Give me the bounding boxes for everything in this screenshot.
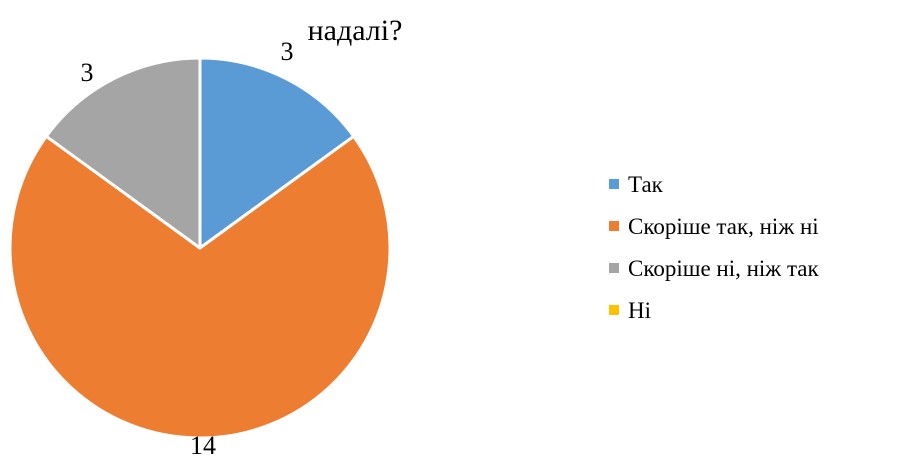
legend-label: Скоріше ні, ніж так [628,256,819,281]
pie-slices [8,56,392,440]
legend-item: Так [609,172,664,197]
legend-item: Скоріше ні, ніж так [609,256,819,281]
legend-label: Ні [628,298,651,323]
data-label-1: 3 [281,37,294,66]
pie-slice-3 [44,56,202,250]
legend-swatch [609,179,619,189]
data-labels: 3 14 3 [81,37,294,459]
legend: Так Скоріше так, ніж ні Скоріше ні, ніж та… [609,172,819,323]
chart-title: надалі? [308,14,403,47]
legend-item: Скоріше так, ніж ні [609,214,819,239]
legend-item: Ні [609,298,651,323]
chart-title-line: надалі? [308,14,403,47]
legend-swatch [609,263,619,273]
data-label-3: 3 [81,58,94,87]
data-label-2: 14 [190,431,216,459]
pie-slice-2 [8,134,392,440]
legend-swatch [609,221,619,231]
legend-label: Скоріше так, ніж ні [628,214,819,239]
legend-label: Так [628,172,664,197]
pie-slice-1 [198,56,356,250]
legend-swatch [609,305,619,315]
